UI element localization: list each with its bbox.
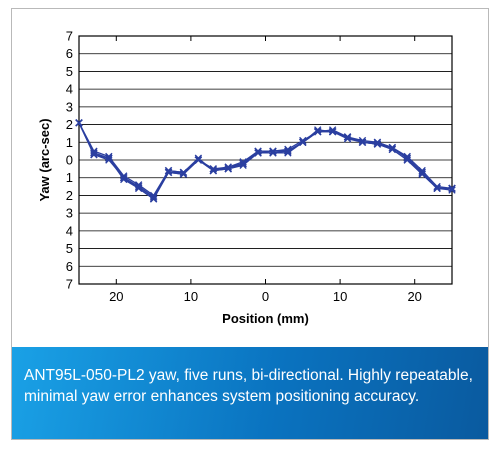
data-point-marker: [284, 149, 292, 157]
y-tick-label: 7: [66, 277, 73, 292]
data-point-marker: [343, 135, 352, 143]
y-tick-label: 5: [66, 64, 73, 79]
data-point-marker: [120, 172, 128, 180]
x-tick-label: 10: [184, 289, 198, 304]
series-line: [78, 122, 452, 200]
data-point-marker: [269, 149, 277, 157]
data-point-marker: [448, 184, 456, 193]
y-tick-label: 6: [66, 46, 73, 61]
data-point-marker: [373, 140, 382, 148]
caption: ANT95L-050-PL2 yaw, five runs, bi-direct…: [12, 347, 488, 439]
data-point-marker: [224, 165, 232, 173]
plot-area: 7 6 5 4 3 2 1 0 1 2 3 4 5 6 7 20 10 0 10 20 Position (mm) Yaw…: [12, 9, 488, 347]
x-axis-label: Position (mm): [222, 311, 309, 326]
x-tick-label: 0: [262, 289, 269, 304]
data-point-marker: [358, 138, 367, 146]
y-axis-label: Yaw (arc-sec): [37, 118, 52, 201]
y-tick-label: 2: [66, 117, 73, 132]
data-point-marker: [164, 168, 173, 177]
y-tick-label: 3: [66, 206, 73, 221]
data-point-marker: [299, 136, 307, 145]
data-point-marker: [90, 150, 98, 159]
y-tick-label: 5: [66, 241, 73, 256]
y-tick-label: 2: [66, 188, 73, 203]
x-tick-label: 20: [109, 289, 123, 304]
data-point-marker: [299, 138, 307, 146]
data-point-marker: [388, 143, 397, 152]
data-point-marker: [254, 149, 262, 157]
series-line: [78, 122, 452, 200]
y-tick-label: 4: [66, 82, 73, 97]
chart-card: 7 6 5 4 3 2 1 0 1 2 3 4 5 6 7 20 10 0 10 20 Position (mm) Yaw…: [11, 8, 489, 440]
y-tick-label: 0: [66, 153, 73, 168]
y-tick-label: 7: [66, 29, 73, 44]
data-point-marker: [179, 170, 188, 178]
data-point-marker: [314, 127, 322, 136]
x-tick-label: 10: [333, 289, 347, 304]
data-point-marker: [418, 168, 426, 177]
data-point-marker: [134, 184, 143, 193]
data-point-marker: [194, 154, 203, 162]
data-point-marker: [105, 156, 113, 164]
y-tick-label: 1: [66, 170, 73, 185]
x-tick-label: 20: [407, 289, 421, 304]
data-point-marker: [134, 182, 143, 191]
data-point-marker: [418, 170, 426, 178]
data-point-marker: [403, 154, 411, 162]
data-point-marker: [120, 174, 128, 182]
data-point-marker: [403, 156, 411, 164]
y-tick-label: 6: [66, 259, 73, 274]
data-point-marker: [209, 166, 217, 175]
data-point-marker: [194, 156, 203, 164]
y-tick-label: 1: [66, 135, 73, 150]
data-point-marker: [149, 195, 158, 203]
data-point-marker: [388, 145, 397, 154]
y-tick-label: 3: [66, 99, 73, 114]
data-point-marker: [239, 161, 247, 170]
data-point-marker: [433, 184, 441, 193]
y-tick-label: 4: [66, 223, 73, 238]
data-point-marker: [105, 154, 113, 162]
data-point-marker: [75, 119, 83, 127]
data-point-marker: [328, 127, 337, 136]
